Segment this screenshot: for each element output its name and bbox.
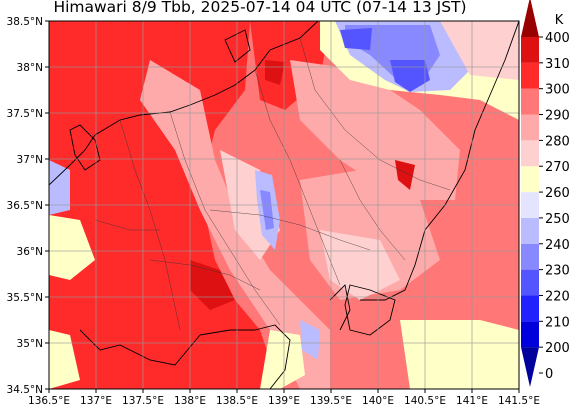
- boundary-1: [119, 119, 181, 331]
- field-cold-west-coast: [49, 160, 70, 215]
- boundary-2: [169, 111, 281, 326]
- lon-tick-label: 138.5°E: [216, 395, 258, 407]
- boundary-6: [209, 209, 371, 251]
- field-hot-spot-1: [190, 260, 235, 310]
- field-colder-central: [260, 190, 274, 230]
- lat-tick-label: 37.5°N: [7, 108, 43, 120]
- lat-ticks: 34.5°N 35°N 35.5°N 36°N 36.5°N 37°N 37.5°N 38°N…: [7, 16, 49, 396]
- lon-tick-label: 137°E: [80, 395, 112, 407]
- field-yellow-south: [260, 330, 305, 389]
- field-hot-spot-3: [265, 60, 285, 85]
- lat-tick-label: 37°N: [17, 154, 43, 166]
- field-coldest-northeast: [390, 60, 430, 92]
- lat-tick-label: 36.5°N: [7, 200, 43, 212]
- field-hot-spot-2: [395, 160, 415, 190]
- lon-tick-label: 136.5°E: [28, 395, 70, 407]
- lon-tick-label: 137.5°E: [122, 395, 164, 407]
- coastline-ise: [79, 329, 201, 366]
- coastline-japan-sea: [49, 21, 319, 186]
- lon-tick-label: 139°E: [268, 395, 300, 407]
- coastline-tokyo-bay: [329, 284, 351, 331]
- lon-tick-label: 140.5°E: [404, 395, 446, 407]
- coastline-boso: [344, 284, 396, 336]
- field-cold-north-cell: [340, 28, 372, 50]
- coastline-noto: [69, 124, 101, 171]
- lon-ticks: 136.5°E 137°E 137.5°E 138°E 138.5°E 139°E 139.…: [28, 389, 540, 407]
- lon-tick-label: 141.5°E: [498, 395, 540, 407]
- boundary-3: [254, 69, 341, 286]
- lon-tick-label: 139.5°E: [310, 395, 352, 407]
- field-pale-northeast-edge: [440, 21, 519, 80]
- field-cold-south: [300, 320, 320, 360]
- lat-tick-label: 35.5°N: [7, 292, 43, 304]
- coastline-suruga: [199, 329, 255, 336]
- lat-tick-label: 38°N: [17, 62, 43, 74]
- boundary-7: [149, 259, 261, 291]
- lat-tick-label: 34.5°N: [7, 384, 43, 396]
- coastline-izu: [254, 324, 291, 389]
- lon-tick-label: 140°E: [362, 395, 394, 407]
- field-pale-southeast: [320, 230, 400, 300]
- coastline-sado: [224, 29, 251, 63]
- lat-tick-label: 35°N: [17, 338, 43, 350]
- boundary-8: [94, 219, 160, 231]
- field-pink-northeast: [290, 60, 460, 200]
- boundary-5: [339, 159, 406, 261]
- lat-tick-label: 38.5°N: [7, 16, 43, 28]
- field-yellow-southeast: [400, 320, 519, 389]
- lon-tick-label: 138°E: [174, 395, 206, 407]
- field-yellow-west: [49, 215, 95, 280]
- lon-tick-label: 141°E: [456, 395, 488, 407]
- field-yellow-southwest: [49, 330, 80, 389]
- chart-title: Himawari 8/9 Tbb, 2025-07-14 04 UTC (07-…: [53, 0, 467, 16]
- lat-tick-label: 36°N: [17, 246, 43, 258]
